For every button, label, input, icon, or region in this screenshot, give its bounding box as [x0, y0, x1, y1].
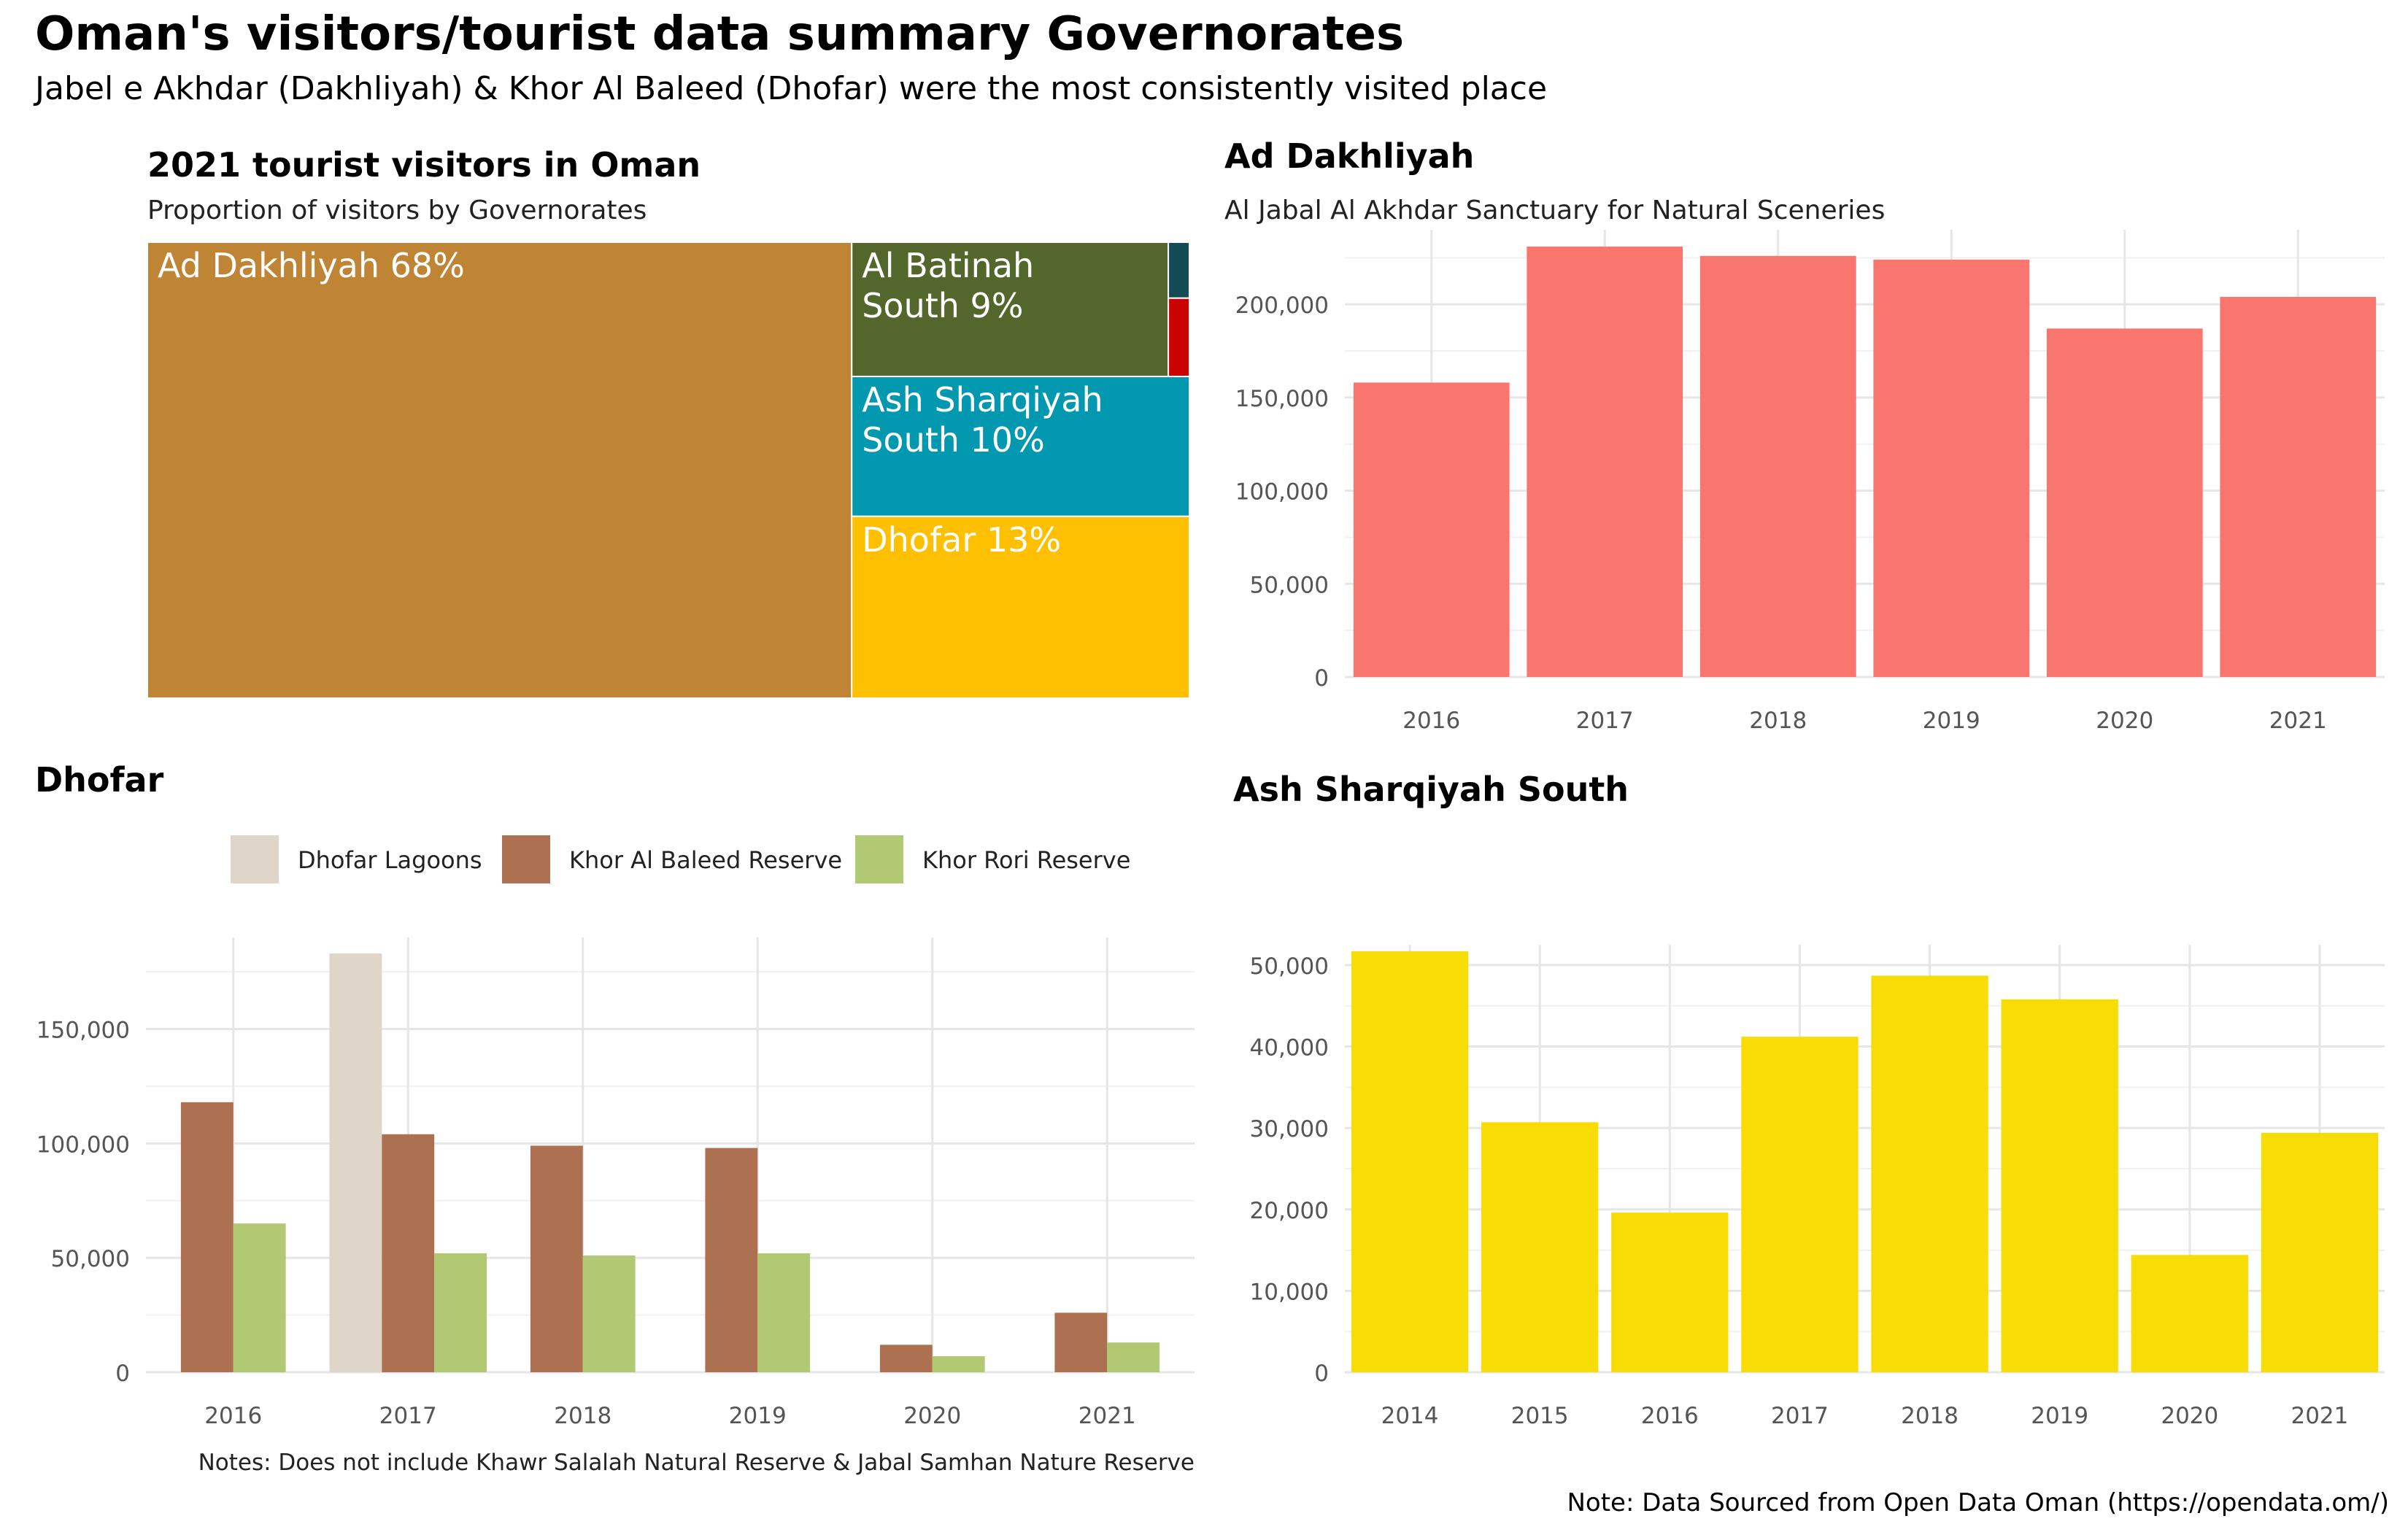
y-tick-label: 20,000	[1250, 1198, 1329, 1224]
x-tick-label: 2021	[2269, 708, 2327, 734]
y-tick-label: 0	[1314, 665, 1329, 692]
y-tick-label: 150,000	[1235, 386, 1329, 412]
legend-swatch	[231, 835, 279, 883]
treemap-subtitle: Proportion of visitors by Governorates	[147, 196, 647, 225]
treemap-label: South 9%	[862, 286, 1023, 325]
x-tick-label: 2021	[1078, 1403, 1136, 1429]
bar	[1611, 1212, 1729, 1372]
bar	[1353, 382, 1510, 677]
y-tick-label: 10,000	[1250, 1279, 1329, 1305]
dhofar-title: Dhofar	[35, 760, 164, 800]
y-tick-label: 100,000	[36, 1131, 130, 1158]
bar	[2131, 1255, 2248, 1372]
legend-label: Dhofar Lagoons	[298, 846, 482, 874]
y-tick-label: 50,000	[1250, 572, 1329, 598]
bar	[329, 953, 382, 1372]
treemap-panel: 2021 tourist visitors in Oman Proportion…	[147, 145, 1191, 699]
treemap-label: Ad Dakhliyah 68%	[158, 246, 465, 285]
y-tick-label: 100,000	[1235, 479, 1329, 506]
x-tick-label: 2020	[2161, 1403, 2218, 1429]
dhofar-legend: Dhofar Lagoons Khor Al Baleed Reserve Khor…	[231, 835, 1130, 883]
bar	[434, 1253, 487, 1372]
x-tick-label: 2016	[1402, 708, 1460, 734]
bar	[180, 1102, 234, 1372]
x-tick-label: 2019	[729, 1403, 787, 1429]
bar	[1054, 1312, 1108, 1372]
y-tick-label: 50,000	[51, 1246, 130, 1272]
x-tick-label: 2014	[1381, 1403, 1439, 1429]
main-title: Oman's visitors/tourist data summary Gov…	[35, 7, 1405, 61]
sharqiyah-panel: Ash Sharqiyah South 0 10,000 20,000 30,000 4…	[1233, 770, 2385, 1429]
legend-swatch	[502, 835, 550, 883]
sharqiyah-plot: 0 10,000 20,000 30,000 40,000 50,000 2014 2015 2…	[1250, 945, 2385, 1429]
x-tick-label: 2017	[1771, 1403, 1829, 1429]
x-tick-label: 2021	[2291, 1403, 2348, 1429]
x-tick-label: 2016	[204, 1403, 262, 1429]
bar	[1351, 951, 1469, 1372]
x-tick-label: 2019	[1923, 708, 1980, 734]
y-tick-label: 0	[1314, 1361, 1329, 1387]
dhofar-panel: Dhofar Dhofar Lagoons Khor Al Baleed Rese…	[35, 760, 1195, 1476]
legend-swatch	[855, 835, 903, 883]
y-tick-label: 30,000	[1250, 1116, 1329, 1142]
y-tick-label: 40,000	[1250, 1035, 1329, 1061]
dakhliyah-subtitle: Al Jabal Al Akhdar Sanctuary for Natural…	[1224, 196, 1885, 225]
treemap-label: South 10%	[862, 420, 1045, 460]
treemap-tile	[1168, 241, 1190, 299]
x-tick-label: 2020	[2096, 708, 2153, 734]
bar	[1871, 975, 1988, 1372]
x-tick-label: 2018	[1749, 708, 1807, 734]
treemap-title: 2021 tourist visitors in Oman	[147, 145, 701, 185]
bar	[1481, 1122, 1599, 1372]
bar	[1107, 1342, 1160, 1372]
bar	[382, 1134, 435, 1372]
treemap-tile	[1168, 297, 1190, 378]
legend-label: Khor Rori Reserve	[922, 846, 1130, 874]
y-tick-label: 200,000	[1235, 293, 1329, 319]
x-tick-label: 2020	[903, 1403, 961, 1429]
x-tick-label: 2018	[1901, 1403, 1959, 1429]
y-tick-label: 0	[115, 1361, 130, 1387]
dakhliyah-title: Ad Dakhliyah	[1224, 136, 1474, 176]
bar	[1873, 259, 2030, 677]
bar	[2046, 328, 2203, 677]
main-subtitle: Jabel e Akhdar (Dakhliyah) & Khor Al Bal…	[35, 70, 1548, 107]
dhofar-notes: Notes: Does not include Khawr Salalah Na…	[198, 1450, 1195, 1476]
sharqiyah-title: Ash Sharqiyah South	[1233, 770, 1629, 809]
bar	[2001, 999, 2118, 1372]
dakhliyah-panel: Ad Dakhliyah Al Jabal Al Akhdar Sanctuar…	[1224, 136, 2385, 734]
x-tick-label: 2017	[1576, 708, 1634, 734]
y-tick-label: 50,000	[1250, 953, 1329, 980]
bar	[1527, 246, 1683, 677]
bar	[932, 1356, 985, 1372]
x-tick-label: 2015	[1511, 1403, 1569, 1429]
treemap-label: Al Batinah	[862, 246, 1034, 285]
bar	[2261, 1132, 2379, 1372]
bar	[582, 1256, 636, 1372]
treemap-tile	[851, 515, 1191, 699]
bar	[1699, 255, 1856, 678]
source-caption: Note: Data Sourced from Open Data Oman (…	[1567, 1488, 2389, 1517]
treemap-tile	[851, 376, 1191, 517]
x-tick-label: 2016	[1641, 1403, 1699, 1429]
bar	[757, 1253, 811, 1372]
x-tick-label: 2018	[554, 1403, 611, 1429]
x-tick-label: 2017	[379, 1403, 437, 1429]
bar	[2220, 296, 2377, 677]
bar	[530, 1145, 583, 1372]
treemap-label: Dhofar 13%	[862, 520, 1061, 560]
legend-label: Khor Al Baleed Reserve	[569, 846, 842, 874]
y-tick-label: 150,000	[36, 1017, 130, 1043]
dakhliyah-plot: 0 50,000 100,000 150,000 200,000 2016 2017 2018…	[1235, 230, 2385, 734]
x-tick-label: 2019	[2031, 1403, 2088, 1429]
treemap-tile	[147, 241, 853, 699]
bar	[705, 1148, 758, 1372]
treemap-label: Ash Sharqiyah	[862, 380, 1103, 419]
bar	[1741, 1037, 1859, 1372]
bar	[233, 1223, 286, 1372]
dhofar-plot: 0 50,000 100,000 150,000 2016 2017 2018 2019 202…	[36, 937, 1195, 1429]
bar	[879, 1345, 933, 1372]
